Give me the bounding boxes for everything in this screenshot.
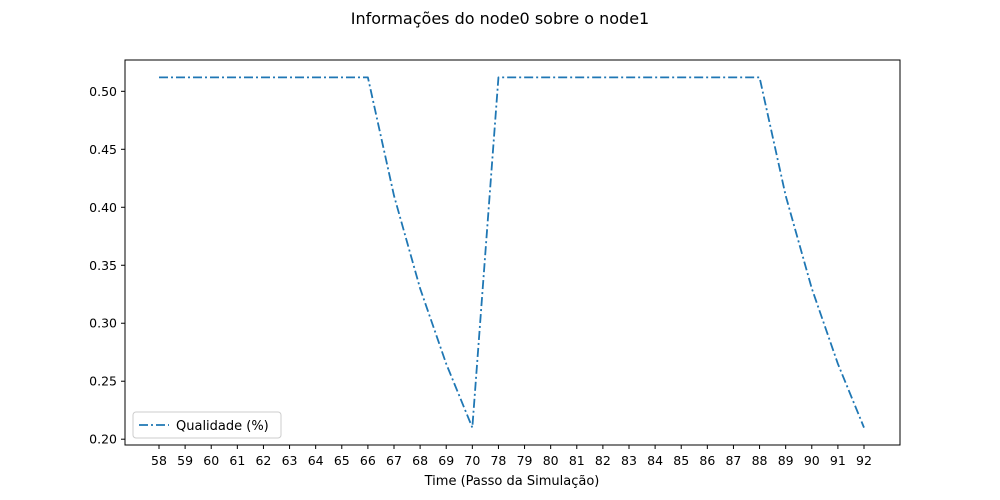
legend-label: Qualidade (%) <box>176 419 269 434</box>
legend-frame <box>132 411 282 439</box>
y-tick-label: 0.40 <box>89 200 117 215</box>
x-tick-label: 60 <box>203 453 219 468</box>
x-tick-label: 79 <box>517 453 533 468</box>
x-tick-label: 87 <box>725 453 741 468</box>
x-tick-label: 64 <box>308 453 324 468</box>
x-tick-label: 91 <box>830 453 846 468</box>
y-tick-label: 0.30 <box>89 316 117 331</box>
x-tick-label: 82 <box>595 453 611 468</box>
x-tick-label: 78 <box>490 453 506 468</box>
x-tick-label: 88 <box>752 453 768 468</box>
x-tick-label: 84 <box>647 453 663 468</box>
plot-frame <box>124 59 901 446</box>
x-tick-label: 59 <box>177 453 193 468</box>
x-tick-label: 58 <box>151 453 167 468</box>
x-tick-label: 89 <box>778 453 794 468</box>
x-tick-label: 85 <box>673 453 689 468</box>
y-tick-label: 0.20 <box>89 432 117 447</box>
x-tick-label: 92 <box>856 453 872 468</box>
x-tick-label: 80 <box>543 453 559 468</box>
chart-title: Informações do node0 sobre o node1 <box>351 9 649 28</box>
axes: 58 59 60 61 62 63 64 65 66 67 68 69 70 78 79 80 81 82 83 84… <box>89 59 901 468</box>
y-tick-label: 0.45 <box>89 142 117 157</box>
plot-area <box>159 76 865 429</box>
y-tick-label: 0.50 <box>89 84 117 99</box>
x-tick-label: 86 <box>699 453 715 468</box>
x-tick-label: 69 <box>438 453 454 468</box>
x-tick-label: 90 <box>804 453 820 468</box>
x-tick-label: 81 <box>569 453 585 468</box>
x-tick-label: 66 <box>360 453 376 468</box>
x-tick-label: 68 <box>412 453 428 468</box>
x-tick-label: 70 <box>464 453 480 468</box>
x-axis-label: Time (Passo da Simulação) <box>424 474 600 489</box>
y-tick-label: 0.25 <box>89 374 117 389</box>
legend: Qualidade (%) <box>132 411 282 439</box>
x-tick-label: 65 <box>334 453 350 468</box>
x-tick-label: 62 <box>255 453 271 468</box>
x-tick-label: 63 <box>282 453 298 468</box>
series-line-0 <box>159 76 865 429</box>
x-tick-label: 67 <box>386 453 402 468</box>
x-tick-label: 61 <box>229 453 245 468</box>
x-tick-label: 83 <box>621 453 637 468</box>
y-tick-label: 0.35 <box>89 258 117 273</box>
